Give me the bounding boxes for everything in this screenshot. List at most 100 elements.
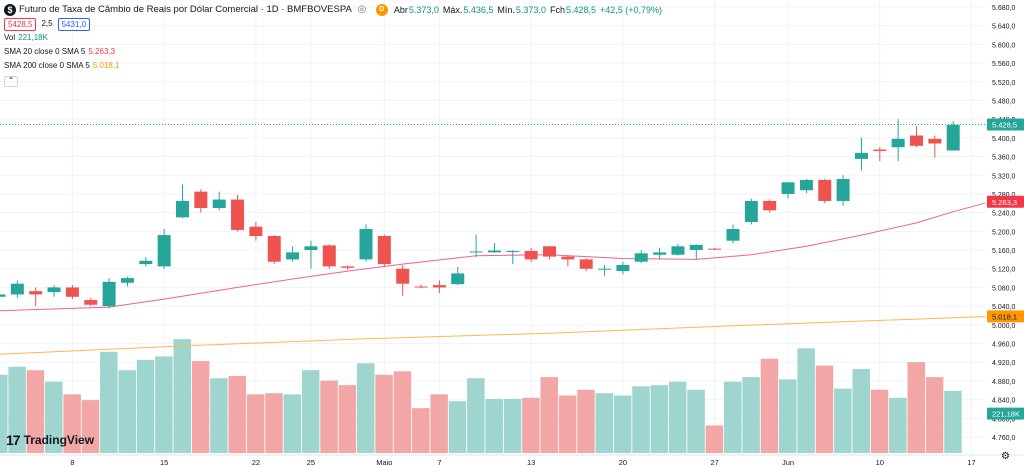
indicator-value: 5.263,3 [88, 47, 116, 56]
volume-bar [301, 370, 320, 453]
candle-body [432, 285, 446, 288]
volume-bar [852, 369, 870, 453]
volume-bar [63, 394, 81, 453]
candle-body [341, 266, 355, 268]
tradingview-wordmark: TradingView [23, 433, 95, 447]
candle-body [157, 235, 171, 267]
candles [0, 119, 985, 309]
buy-button[interactable]: 5431,0 [57, 17, 91, 31]
candle-body [231, 199, 245, 230]
collapse-legend-button[interactable]: ⌃ [4, 75, 18, 87]
ohlc-close-value: 5.428,5 [565, 5, 596, 15]
candle-body [561, 256, 575, 260]
volume-bar [118, 370, 136, 453]
volume-bar [907, 362, 925, 453]
volume-bar [228, 375, 247, 453]
candle-body [139, 260, 153, 265]
sma-20-path [0, 201, 991, 312]
price-tick-label: 4.920,0 [992, 360, 1015, 367]
candle-body [29, 291, 43, 295]
price-tick-label: 5.520,0 [992, 80, 1015, 87]
volume-price-label: 221,18K [992, 410, 1020, 419]
candle-body [671, 246, 685, 255]
tradingview-logo[interactable]: 17 TradingView [6, 432, 94, 448]
candle-body [10, 283, 24, 295]
indicator-sma-200[interactable]: SMA 200 close 0 SMA 5 5.018,1 [4, 59, 662, 73]
volume-bar [650, 385, 669, 453]
volume-bar [925, 377, 944, 453]
candle-body [946, 124, 960, 151]
candle-body [120, 278, 134, 283]
volume-bars [0, 339, 962, 453]
sma-20-price-label: 5.263,3 [992, 198, 1017, 207]
volume-bar [485, 398, 503, 453]
candle-body [212, 199, 226, 208]
candle-body [579, 259, 593, 269]
indicator-sma-20[interactable]: SMA 20 close 0 SMA 5 5.263,3 [4, 45, 662, 59]
price-tick-label: 4.760,0 [992, 435, 1015, 442]
candle-body [799, 179, 813, 191]
volume-bar [26, 370, 45, 453]
time-tick-label: 27 [710, 458, 718, 467]
volume-bar [173, 339, 191, 453]
candle-body [873, 149, 887, 151]
volume-bar [503, 398, 522, 453]
candle-body [359, 229, 373, 260]
ohlc-low-key: Mín. [497, 5, 515, 15]
last-price-label: 5.428,5 [992, 121, 1017, 130]
gear-icon[interactable]: ⚙ [1001, 451, 1010, 462]
indicator-name: SMA 20 close 0 SMA 5 [4, 47, 86, 56]
volume-bar [742, 377, 760, 453]
candle-body [854, 152, 868, 159]
volume-bar [834, 388, 852, 453]
volume-bar [246, 394, 265, 453]
sell-button[interactable]: 5428,5 [4, 17, 37, 31]
volume-bar [283, 394, 302, 453]
volume-bar [870, 389, 889, 453]
price-tick-label: 4.840,0 [992, 398, 1015, 405]
volume-bar [797, 348, 815, 453]
candle-body [304, 246, 318, 251]
sma-20-line [0, 201, 991, 312]
candle-body [249, 226, 263, 237]
delayed-data-badge[interactable]: D [375, 4, 388, 16]
volume-bar [265, 393, 283, 453]
candle-body [726, 229, 740, 241]
price-tick-label: 5.200,0 [992, 229, 1015, 236]
sma-200-price-label: 5.018,1 [992, 312, 1017, 321]
volume-bar [210, 378, 228, 453]
volume-bar [155, 356, 173, 453]
trade-buttons: 5428,5 2,5 5431,0 [4, 17, 662, 31]
price-tick-label: 5.040,0 [992, 304, 1015, 311]
sma-20-price-label-bg [987, 195, 1024, 208]
candle-body [616, 265, 630, 272]
volume-bar [632, 386, 650, 453]
indicator-name: Vol [4, 33, 16, 42]
indicator-value: 5.018,1 [92, 61, 120, 70]
price-axis-bg [985, 0, 1024, 467]
volume-bar [724, 381, 742, 453]
volume-bar [448, 401, 467, 453]
candle-body [763, 200, 777, 211]
ohlc-open-value: 5.373,0 [408, 5, 439, 15]
candle-body [708, 248, 722, 250]
price-tick-label: 5.320,0 [992, 173, 1015, 180]
candle-body [543, 246, 556, 257]
candle-body [451, 273, 465, 285]
candle-body [176, 200, 189, 218]
price-change: +42,5 (+0,79%) [600, 5, 663, 15]
candle-body [487, 250, 501, 253]
indicator-volume[interactable]: Vol 221,18K [4, 31, 662, 45]
ohlc-close-key: Fch [549, 5, 565, 15]
symbol-title[interactable]: Futuro de Taxa de Câmbio de Reais por Dó… [19, 4, 352, 15]
ohlc-open-key: Abr [393, 5, 408, 15]
candle-body [0, 294, 6, 297]
volume-bar [558, 395, 577, 453]
volume-bar [668, 381, 687, 453]
volume-bar [779, 379, 797, 453]
price-tick-label: 5.600,0 [992, 42, 1015, 49]
price-tick-label: 5.160,0 [992, 248, 1015, 255]
time-tick-label: 15 [160, 458, 168, 467]
eye-icon[interactable]: ◎ [357, 4, 367, 15]
